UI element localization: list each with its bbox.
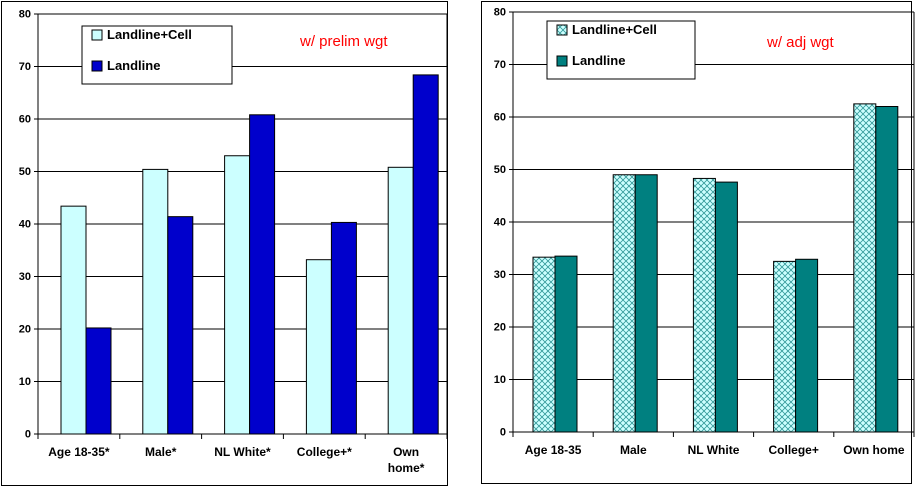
bar-landline-cell bbox=[853, 103, 877, 433]
x-tick-label: Own bbox=[393, 445, 419, 459]
x-tick-label: Own home bbox=[843, 443, 905, 457]
bar-landline-cell bbox=[532, 256, 556, 433]
legend-swatch bbox=[556, 55, 568, 67]
bar-landline bbox=[554, 255, 578, 433]
y-tick-label: 40 bbox=[19, 219, 31, 231]
y-tick-label: 0 bbox=[500, 427, 506, 439]
legend-label: Landline+Cell bbox=[572, 22, 657, 37]
y-tick-label: 50 bbox=[494, 164, 506, 176]
x-tick-label: home* bbox=[388, 461, 425, 475]
bar-landline-cell bbox=[773, 260, 797, 433]
bar-landline bbox=[330, 221, 357, 435]
x-tick-label: Age 18-35 bbox=[525, 443, 582, 457]
y-tick-label: 70 bbox=[494, 59, 506, 71]
y-tick-label: 0 bbox=[25, 429, 31, 441]
y-tick-label: 80 bbox=[19, 9, 31, 21]
y-tick-label: 20 bbox=[19, 324, 31, 336]
x-tick-label: College+ bbox=[769, 443, 819, 457]
bar-landline-cell bbox=[305, 259, 332, 435]
legend-swatch bbox=[556, 24, 568, 36]
bar-landline bbox=[634, 174, 658, 433]
legend: Landline+Cell Landline bbox=[546, 20, 696, 80]
y-tick-label: 40 bbox=[494, 217, 506, 229]
bar-landline bbox=[795, 258, 819, 433]
x-tick-label: Age 18-35* bbox=[48, 445, 110, 459]
bar-landline-cell bbox=[387, 166, 414, 435]
bar-landline bbox=[85, 327, 112, 435]
y-tick-label: 10 bbox=[19, 376, 31, 388]
weight-annotation: w/ adj wgt bbox=[766, 34, 835, 51]
y-tick-label: 70 bbox=[19, 61, 31, 73]
chart-prelim-wgt: 0 10 20 30 40 50 60 70 80 Age 18-35* Male* NL White… bbox=[1, 1, 448, 486]
bar-landline bbox=[714, 181, 738, 433]
x-tick-label: Male* bbox=[145, 445, 177, 459]
y-tick-label: 10 bbox=[494, 374, 506, 386]
bar-landline-cell bbox=[142, 168, 169, 435]
weight-annotation: w/ prelim wgt bbox=[299, 33, 388, 50]
x-tick-label: Male bbox=[620, 443, 647, 457]
y-tick-label: 20 bbox=[494, 322, 506, 334]
legend-box bbox=[81, 25, 233, 85]
bar-landline-cell bbox=[224, 155, 251, 435]
y-tick-label: 60 bbox=[494, 112, 506, 124]
bar-landline-cell bbox=[60, 205, 87, 435]
legend-swatch bbox=[91, 29, 103, 41]
y-tick-label: 60 bbox=[19, 114, 31, 126]
y-tick-label: 30 bbox=[494, 269, 506, 281]
y-tick-label: 30 bbox=[19, 271, 31, 283]
bar-landline bbox=[412, 74, 439, 435]
legend-label: Landline bbox=[572, 53, 625, 68]
chart-panel-adj-wgt: 0 10 20 30 40 50 60 70 80 Age 18-35 Male NL White Co… bbox=[455, 0, 915, 487]
bar-landline bbox=[167, 216, 194, 435]
x-tick-label: NL White* bbox=[214, 445, 271, 459]
chart-adj-wgt: 0 10 20 30 40 50 60 70 80 Age 18-35 Male NL White Co… bbox=[481, 1, 915, 484]
y-tick-label: 80 bbox=[494, 7, 506, 19]
y-tick-label: 50 bbox=[19, 166, 31, 178]
bar-landline-cell bbox=[692, 177, 716, 433]
legend-label: Landline bbox=[107, 58, 160, 73]
x-tick-label: NL White bbox=[688, 443, 740, 457]
bar-landline bbox=[249, 114, 276, 435]
bar-landline bbox=[875, 106, 899, 433]
chart-panel-prelim-wgt: 0 10 20 30 40 50 60 70 80 Age 18-35* Male* NL White… bbox=[0, 0, 450, 487]
legend-box bbox=[546, 20, 696, 80]
x-tick-label: College+* bbox=[297, 445, 352, 459]
legend-swatch bbox=[91, 60, 103, 72]
legend: Landline+Cell Landline bbox=[81, 25, 233, 85]
legend-label: Landline+Cell bbox=[107, 27, 192, 42]
bar-landline-cell bbox=[612, 174, 636, 433]
